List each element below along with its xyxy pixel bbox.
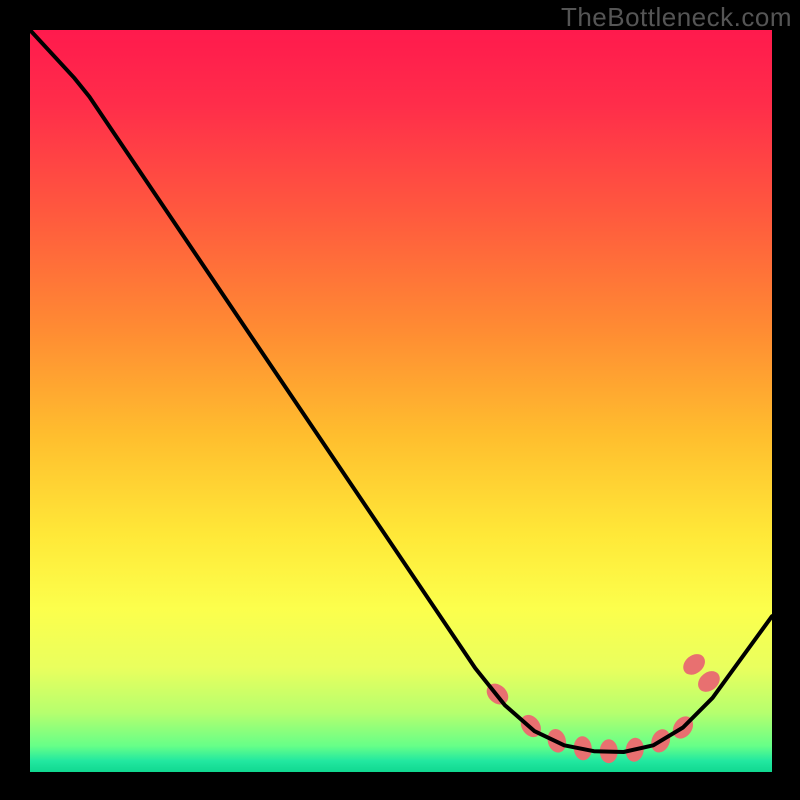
watermark-text: TheBottleneck.com [561,2,792,33]
chart-frame: TheBottleneck.com [0,0,800,800]
plot-area [30,30,772,772]
bottleneck-curve [30,30,772,772]
